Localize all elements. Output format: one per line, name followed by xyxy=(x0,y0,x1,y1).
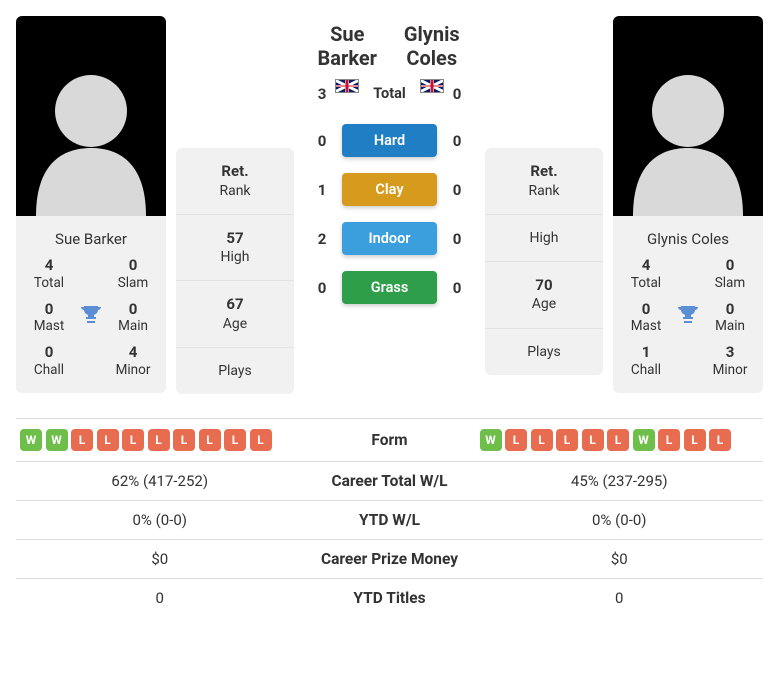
p2-form-pill-6: W xyxy=(633,429,655,451)
p2-minor: 3 Minor xyxy=(703,343,757,379)
p2-rank: Ret. Rank xyxy=(485,148,603,215)
p1-form-pill-2: L xyxy=(71,429,93,451)
p2-form-pill-9: L xyxy=(709,429,731,451)
player2-stats-card: Ret. Rank High 70 Age Plays xyxy=(485,148,603,375)
player2-side: Glynis Coles 4 Total 0 Slam 0 Mast xyxy=(485,16,763,394)
p1-form-pill-3: L xyxy=(97,429,119,451)
p1-form-pill-4: L xyxy=(122,429,144,451)
player2-name[interactable]: Glynis Coles xyxy=(395,22,470,70)
p1-main: 0 Main xyxy=(106,300,160,336)
p1-form-pill-1: W xyxy=(46,429,68,451)
cmp-form: WWLLLLLLLL Form WLLLLLWLLL xyxy=(16,418,763,462)
player1-name-small: Sue Barker xyxy=(16,216,166,256)
cmp-ytd-titles: 0 YTD Titles 0 xyxy=(16,579,763,617)
h2h-table: 3 Total 0 0 Hard 0 1 Clay 0 2 Indoor 0 0 xyxy=(310,79,469,304)
p1-form-pill-0: W xyxy=(20,429,42,451)
p1-mast: 0 Mast xyxy=(22,300,76,336)
p1-rank: Ret. Rank xyxy=(176,148,294,215)
player1-titles: 4 Total 0 Slam 0 Mast 0 xyxy=(16,256,166,393)
p1-minor: 4 Minor xyxy=(106,343,160,379)
p2-age: 70 Age xyxy=(485,262,603,329)
p2-form-pill-5: L xyxy=(607,429,629,451)
h2h-center: Sue Barker Glynis Coles 3 Total 0 0 Hard… xyxy=(304,16,475,394)
p2-mast: 0 Mast xyxy=(619,300,673,336)
player1-avatar xyxy=(16,16,166,216)
player1-side: Sue Barker 4 Total 0 Slam 0 Mast xyxy=(16,16,294,394)
p1-chall: 0 Chall xyxy=(22,343,76,379)
p2-form-pill-8: L xyxy=(684,429,706,451)
p1-plays: Plays xyxy=(176,348,294,394)
player-overview: Sue Barker 4 Total 0 Slam 0 Mast xyxy=(16,16,763,394)
avatar-placeholder-icon xyxy=(16,46,166,216)
player1-card: Sue Barker 4 Total 0 Slam 0 Mast xyxy=(16,16,166,393)
p2-slam: 0 Slam xyxy=(703,256,757,292)
p1-slam: 0 Slam xyxy=(106,256,160,292)
h2h-grass: 0 Grass 0 xyxy=(310,271,469,304)
cmp-career-wl: 62% (417-252) Career Total W/L 45% (237-… xyxy=(16,462,763,501)
comparison-table: WWLLLLLLLL Form WLLLLLWLLL 62% (417-252)… xyxy=(16,418,763,617)
cmp-ytd-wl: 0% (0-0) YTD W/L 0% (0-0) xyxy=(16,501,763,540)
trophy-icon xyxy=(76,303,106,331)
p1-form-pill-5: L xyxy=(148,429,170,451)
trophy-icon xyxy=(673,303,703,331)
player1-stats-card: Ret. Rank 57 High 67 Age Plays xyxy=(176,148,294,394)
p2-form-pill-1: L xyxy=(505,429,527,451)
p1-age: 67 Age xyxy=(176,281,294,348)
player2-avatar xyxy=(613,16,763,216)
p1-form-pill-7: L xyxy=(199,429,221,451)
h2h-clay: 1 Clay 0 xyxy=(310,173,469,206)
p1-form-pill-8: L xyxy=(224,429,246,451)
player2-form: WLLLLLWLLL xyxy=(480,429,760,451)
p1-total: 4 Total xyxy=(22,256,76,292)
player2-name-small: Glynis Coles xyxy=(613,216,763,256)
p1-high: 57 High xyxy=(176,215,294,282)
p1-form-pill-9: L xyxy=(250,429,272,451)
p2-form-pill-7: L xyxy=(658,429,680,451)
p2-main: 0 Main xyxy=(703,300,757,336)
p2-form-pill-3: L xyxy=(556,429,578,451)
player2-flag-icon xyxy=(420,79,444,93)
h2h-total: 3 Total 0 xyxy=(310,79,469,108)
player1-form: WWLLLLLLLL xyxy=(20,429,300,451)
p2-high: High xyxy=(485,215,603,262)
player2-card: Glynis Coles 4 Total 0 Slam 0 Mast xyxy=(613,16,763,393)
cmp-prize: $0 Career Prize Money $0 xyxy=(16,540,763,579)
player1-name[interactable]: Sue Barker xyxy=(310,22,385,70)
p2-form-pill-4: L xyxy=(582,429,604,451)
p2-chall: 1 Chall xyxy=(619,343,673,379)
p2-form-pill-0: W xyxy=(480,429,502,451)
avatar-placeholder-icon xyxy=(613,46,763,216)
h2h-indoor: 2 Indoor 0 xyxy=(310,222,469,255)
p2-form-pill-2: L xyxy=(531,429,553,451)
p2-plays: Plays xyxy=(485,329,603,375)
player2-titles: 4 Total 0 Slam 0 Mast 0 xyxy=(613,256,763,393)
player1-flag-icon xyxy=(335,79,359,93)
p2-total: 4 Total xyxy=(619,256,673,292)
p1-form-pill-6: L xyxy=(173,429,195,451)
h2h-hard: 0 Hard 0 xyxy=(310,124,469,157)
